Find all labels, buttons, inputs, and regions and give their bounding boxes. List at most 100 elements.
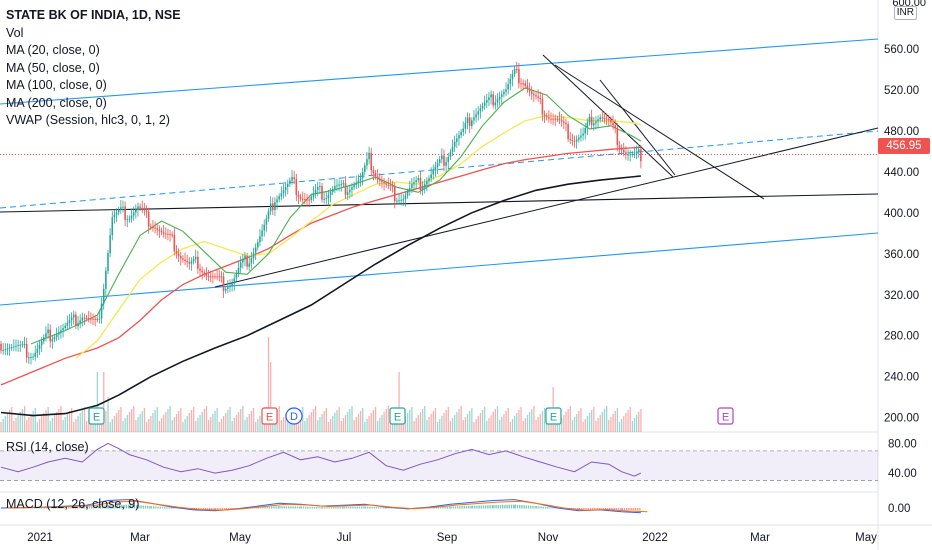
volume-bar: [520, 407, 522, 432]
candle-body: [299, 196, 302, 199]
macd-tick-label: 0.00: [888, 503, 910, 515]
candle-body: [633, 153, 636, 155]
macd-histogram-bar: [46, 507, 48, 509]
candle-body: [111, 217, 114, 236]
candle-body: [282, 190, 285, 194]
legend-ma100[interactable]: MA (100, close, 0): [6, 78, 107, 92]
macd-histogram-bar: [123, 504, 125, 509]
volume-bar: [291, 422, 293, 432]
rsi-label[interactable]: RSI (14, close): [6, 440, 89, 454]
macd-histogram-bar: [534, 506, 536, 509]
legend-ma50[interactable]: MA (50, close, 0): [6, 60, 100, 75]
candle-body: [473, 117, 475, 121]
candle-body: [177, 253, 180, 256]
volume-bar: [314, 406, 317, 432]
candle-body: [224, 288, 227, 291]
candle-body: [135, 209, 137, 213]
macd-histogram-bar: [613, 508, 615, 510]
dividend-marker-label: D: [290, 411, 298, 423]
volume-bar: [377, 421, 379, 432]
volume-bar: [81, 410, 84, 432]
volume-bar: [492, 412, 494, 432]
candle-body: [188, 262, 191, 264]
volume-bar: [398, 372, 400, 432]
legend-ma20[interactable]: MA (20, close, 0): [6, 43, 100, 57]
macd-histogram-bar: [215, 508, 217, 510]
candle-body: [231, 283, 233, 286]
candle-body: [522, 83, 524, 85]
candle-body: [509, 79, 512, 85]
macd-histogram-bar: [97, 505, 99, 509]
candle-body: [535, 95, 537, 97]
macd-histogram-bar: [198, 508, 200, 510]
volume-bar: [436, 422, 439, 432]
candle-body: [518, 69, 520, 84]
volume-bar: [599, 415, 601, 432]
candle-body: [383, 182, 385, 184]
volume-bar: [464, 417, 467, 432]
volume-bar: [53, 415, 56, 432]
macd-histogram-bar: [547, 507, 549, 509]
candle-body: [21, 344, 24, 346]
volume-bar: [591, 410, 593, 432]
candle-body: [625, 152, 627, 155]
legend-vwap[interactable]: VWAP (Session, hlc3, 0, 1, 2): [6, 113, 170, 127]
volume-bar: [447, 407, 449, 432]
candle-body: [17, 344, 19, 346]
candle-body: [34, 352, 37, 357]
candle-body: [353, 184, 355, 188]
candle-body: [351, 187, 353, 190]
volume-bar: [528, 412, 531, 432]
candle-body: [75, 314, 77, 326]
volume-bar: [201, 412, 203, 432]
volume-bar: [368, 416, 370, 432]
volume-bar: [541, 411, 544, 432]
volume-bar: [171, 420, 173, 432]
legend-vol[interactable]: Vol: [6, 25, 24, 40]
candle-body: [447, 156, 450, 163]
candle-body: [622, 149, 625, 153]
macd-histogram-bar: [211, 508, 213, 510]
volume-bar: [312, 409, 315, 432]
volume-bar: [404, 416, 407, 432]
macd-histogram-bar: [516, 504, 519, 509]
macd-histogram-bar: [260, 507, 262, 509]
volume-bar: [629, 407, 631, 432]
candle-body: [391, 185, 394, 187]
macd-histogram-bar: [110, 504, 112, 509]
volume-bar: [325, 408, 327, 432]
macd-histogram-bar: [219, 508, 221, 510]
macd-histogram-bar: [157, 506, 159, 509]
volume-bar: [135, 420, 137, 432]
candle-body: [393, 186, 396, 202]
macd-histogram-bar: [478, 505, 480, 509]
macd-histogram-bar: [463, 506, 465, 509]
candle-body: [372, 170, 375, 174]
candle-body: [342, 183, 345, 185]
candle-body: [70, 317, 73, 321]
volume-bar: [66, 414, 69, 432]
legend-ma200[interactable]: MA (200, close, 0): [6, 95, 107, 110]
candle-body: [0, 343, 2, 351]
macd-histogram-bar: [358, 506, 361, 509]
volume-bar: [488, 418, 490, 432]
currency-label[interactable]: INR: [893, 6, 917, 20]
macd-label[interactable]: MACD (12, 26, close, 9): [6, 497, 140, 511]
macd-histogram-bar: [499, 504, 502, 509]
volume-bar: [259, 416, 261, 432]
volume-bar: [578, 411, 580, 432]
macd-histogram-bar: [632, 508, 634, 511]
volume-bar: [38, 419, 41, 432]
macd-histogram-bar: [609, 508, 611, 510]
macd-histogram-bar: [489, 505, 491, 509]
volume-bar: [235, 415, 238, 432]
volume-bar: [359, 411, 362, 432]
volume-bar: [531, 409, 533, 432]
candle-body: [321, 186, 323, 200]
candle-body: [271, 203, 274, 211]
volume-bar: [255, 422, 257, 432]
volume-bar: [413, 421, 415, 432]
macd-histogram-bar: [508, 504, 510, 509]
candle-body: [490, 94, 492, 98]
